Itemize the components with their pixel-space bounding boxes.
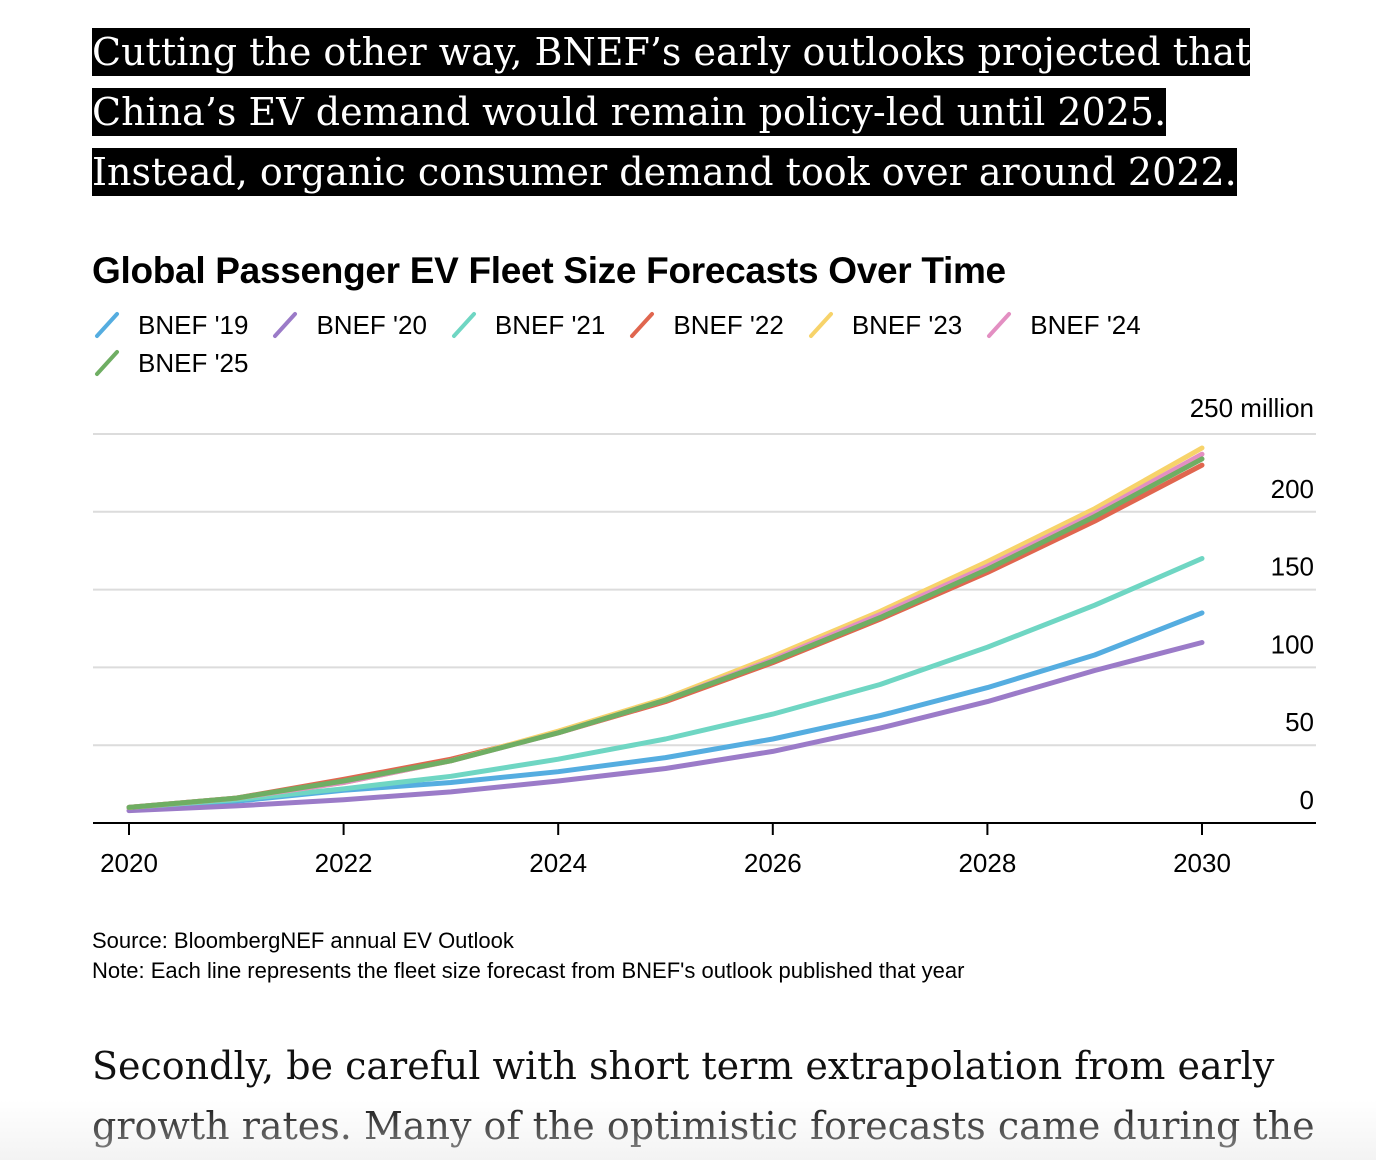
legend-item: BNEF '19	[92, 308, 248, 342]
legend-item: BNEF '22	[627, 308, 784, 342]
legend-item: BNEF '21	[449, 308, 605, 342]
legend-swatch	[627, 310, 657, 340]
x-tick-label: 2028	[958, 848, 1016, 878]
y-tick-label: 150	[1271, 552, 1314, 582]
x-tick-label: 2022	[315, 848, 373, 878]
legend-item: BNEF '20	[270, 308, 427, 342]
legend-item: BNEF '25	[92, 346, 248, 380]
x-tick-label: 2030	[1173, 848, 1231, 878]
y-tick-label: 200	[1271, 474, 1314, 504]
legend-item: BNEF '24	[984, 308, 1141, 342]
legend-swatch	[92, 348, 122, 378]
x-tick-label: 2026	[744, 848, 802, 878]
legend-label: BNEF '22	[673, 309, 784, 340]
legend-swatch	[92, 310, 122, 340]
legend-label: BNEF '24	[1030, 309, 1141, 340]
legend-swatch	[984, 310, 1014, 340]
series-line	[126, 456, 1205, 810]
intro-text: Cutting the other way, BNEF’s early outl…	[92, 28, 1251, 196]
series-line	[126, 640, 1205, 814]
legend-label: BNEF '21	[494, 309, 606, 340]
legend-swatch	[806, 310, 836, 340]
x-tick-label: 2020	[100, 848, 158, 878]
y-tick-label: 100	[1271, 629, 1314, 659]
intro-paragraph: Cutting the other way, BNEF’s early outl…	[92, 22, 1332, 202]
legend-swatch	[449, 310, 479, 340]
legend-label: BNEF '19	[138, 309, 249, 340]
series-line	[126, 451, 1205, 810]
body-paragraph: Secondly, be careful with short term ext…	[92, 1044, 1315, 1148]
line-chart: 250 million 0 50 100 150 200 2020 2022 2024 2026 2…	[93, 393, 1316, 878]
y-unit-label: 250 million	[1190, 393, 1314, 423]
series-line	[126, 556, 1205, 810]
chart-title: Global Passenger EV Fleet Size Forecasts…	[92, 250, 1006, 291]
y-tick-label: 50	[1285, 707, 1314, 737]
chart-legend: BNEF '19 BNEF '20 BNEF '21 BNEF '22 BNEF '23…	[92, 308, 1232, 380]
legend-label: BNEF '25	[138, 347, 249, 378]
note-line: Note: Each line represents the fleet siz…	[92, 958, 965, 983]
chart-area: 250 million 0 50 100 150 200 2020 2022 2024 2026 2…	[0, 390, 1376, 895]
legend-label: BNEF '23	[851, 309, 963, 340]
legend-swatch	[270, 310, 300, 340]
legend-label: BNEF '20	[316, 309, 427, 340]
source-line: Source: BloombergNEF annual EV Outlook	[92, 928, 514, 953]
chart-footnotes: Source: BloombergNEF annual EV Outlook N…	[92, 926, 964, 986]
series-line	[126, 610, 1205, 810]
y-tick-label: 0	[1300, 785, 1314, 815]
x-tick-label: 2024	[529, 848, 587, 878]
legend-item: BNEF '23	[806, 308, 962, 342]
